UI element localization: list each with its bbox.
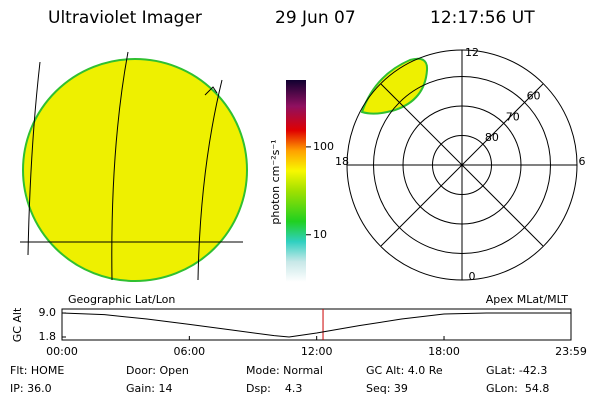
panel-label: Geographic Lat/Lon: [68, 293, 175, 306]
altitude-line: [61, 312, 571, 338]
mlt-label: 18: [335, 155, 349, 168]
colorbar-label: photon cm⁻²s⁻¹: [269, 139, 282, 224]
title: Ultraviolet Imager: [48, 8, 202, 28]
plot-frame: [61, 308, 572, 341]
status-field: Gain: 14: [126, 382, 173, 395]
colorbar-tick-label: 10: [313, 228, 327, 241]
date: 29 Jun 07: [275, 8, 356, 28]
lat-ring: [373, 76, 551, 254]
status-field: Seq: 39: [366, 382, 408, 395]
status-field: Door: Open: [126, 364, 189, 377]
status-field: Mode: Normal: [246, 364, 323, 377]
lat-ring: [402, 105, 522, 225]
x-tick-label: 06:00: [173, 345, 205, 358]
status-field: GLat: -42.3: [486, 364, 547, 377]
colorbar: [286, 80, 306, 282]
y-axis-label: GC Alt: [11, 307, 24, 342]
status-field: GC Alt: 4.0 Re: [366, 364, 443, 377]
x-tick-label: 18:00: [428, 345, 460, 358]
lat-label: 70: [506, 110, 520, 123]
y-tick-label: 1.8: [39, 330, 57, 343]
status-field: Flt: HOME: [10, 364, 64, 377]
status-field: Dsp: 4.3: [246, 382, 302, 395]
panel-label: Apex MLat/MLT: [486, 293, 569, 306]
colorbar-tick-label: 100: [313, 140, 334, 153]
status-field: GLon: 54.8: [486, 382, 549, 395]
geo-image: [20, 51, 248, 282]
lat-ring: [432, 135, 492, 195]
x-tick-label: 00:00: [46, 345, 78, 358]
mlt-label: 6: [579, 155, 586, 168]
time: 12:17:56 UT: [430, 8, 535, 28]
x-tick-label: 12:00: [301, 345, 333, 358]
mlt-label: 0: [469, 270, 476, 283]
lat-label: 60: [527, 89, 541, 102]
mlt-label: 12: [465, 46, 479, 59]
status-field: IP: 36.0: [10, 382, 52, 395]
x-tick-label: 23:59: [555, 345, 587, 358]
lat-label: 80: [485, 131, 499, 144]
y-tick-label: 9.0: [39, 306, 57, 319]
